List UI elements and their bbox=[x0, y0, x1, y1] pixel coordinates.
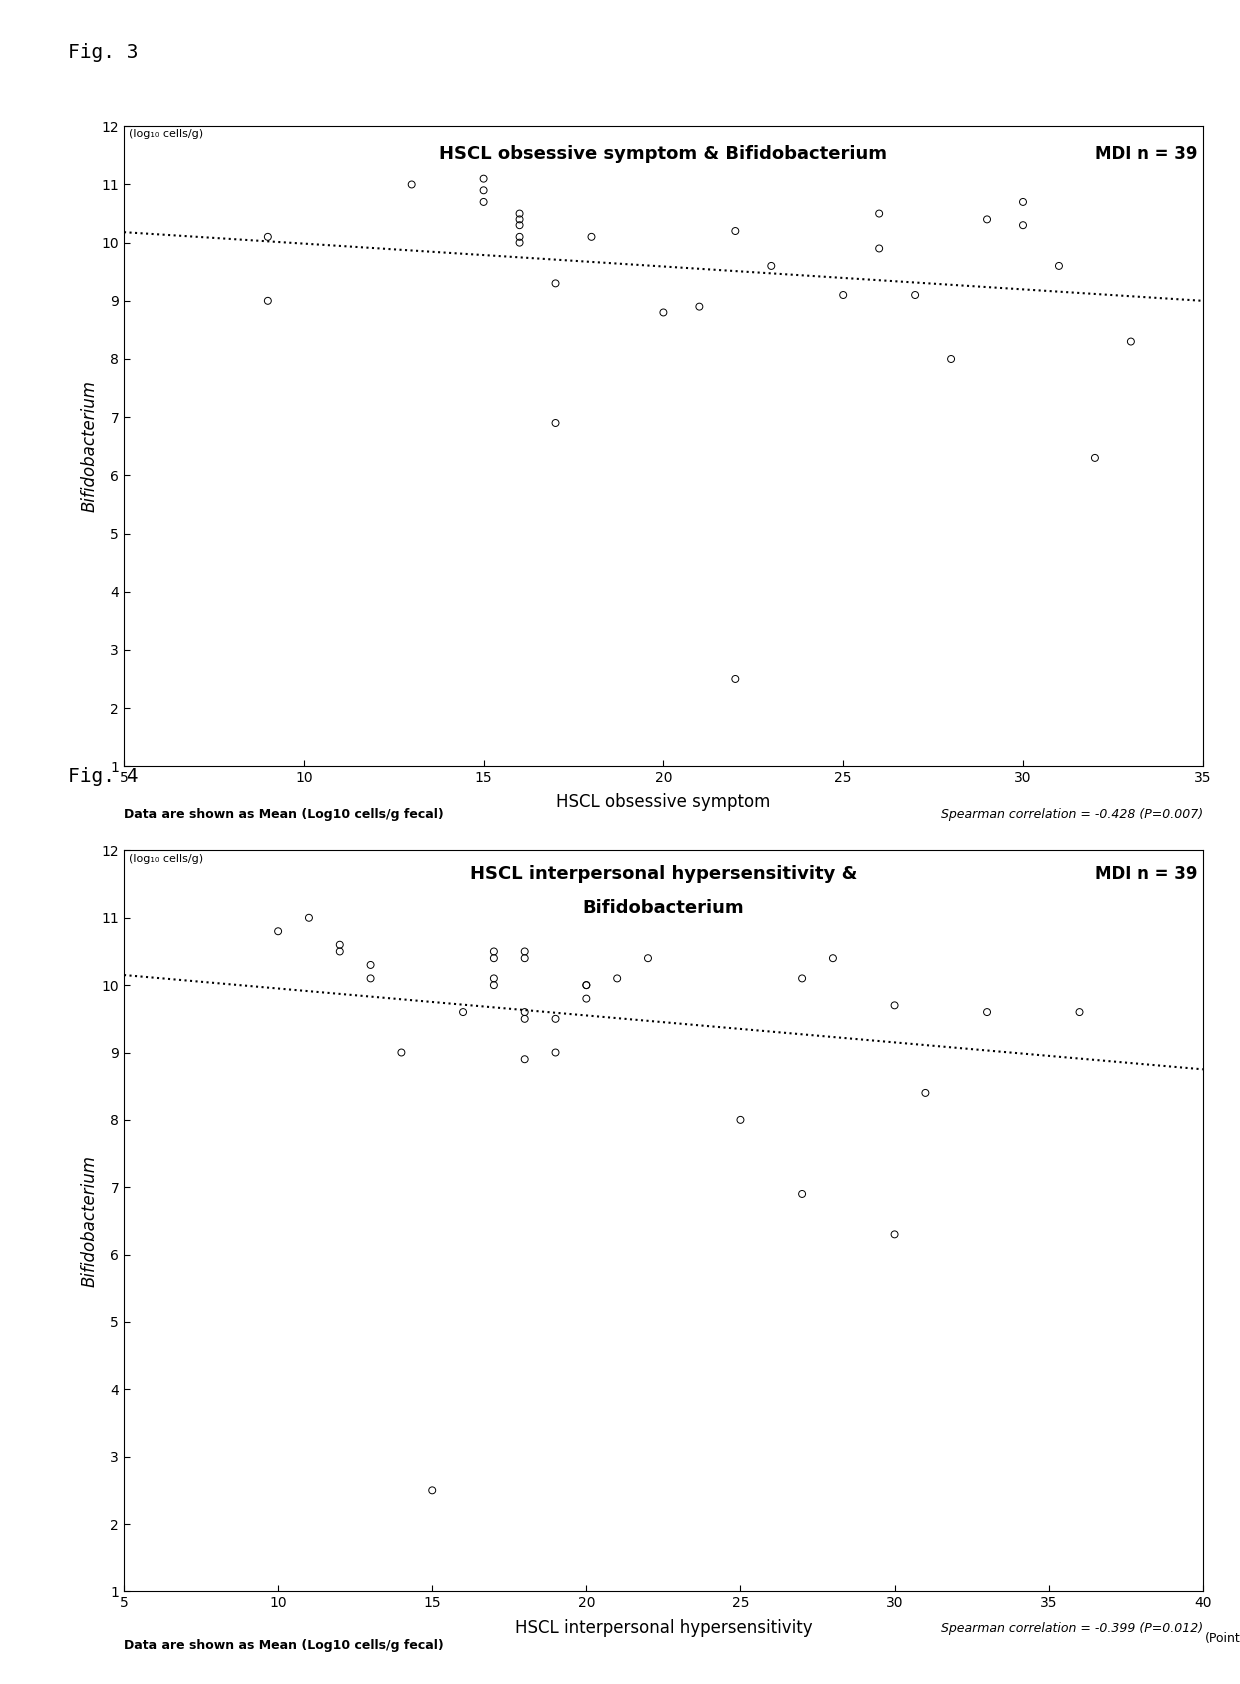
Text: (log₁₀ cells/g): (log₁₀ cells/g) bbox=[129, 130, 203, 140]
Point bbox=[792, 1180, 812, 1207]
Point bbox=[905, 281, 925, 308]
Point bbox=[474, 165, 494, 192]
Point bbox=[639, 945, 658, 972]
Text: Data are shown as Mean (Log10 cells/g fecal): Data are shown as Mean (Log10 cells/g fe… bbox=[124, 1639, 444, 1652]
Point bbox=[1013, 189, 1033, 216]
Text: HSCL interpersonal hypersensitivity &: HSCL interpersonal hypersensitivity & bbox=[470, 866, 857, 882]
Point bbox=[1121, 328, 1141, 355]
X-axis label: HSCL interpersonal hypersensitivity: HSCL interpersonal hypersensitivity bbox=[515, 1618, 812, 1637]
Point bbox=[577, 972, 596, 999]
Text: (log₁₀ cells/g): (log₁₀ cells/g) bbox=[129, 854, 203, 864]
Point bbox=[792, 965, 812, 992]
Text: Fig. 3: Fig. 3 bbox=[68, 44, 139, 62]
Point bbox=[977, 999, 997, 1026]
Point bbox=[546, 1039, 565, 1066]
Point bbox=[761, 253, 781, 280]
Point bbox=[484, 965, 503, 992]
Point bbox=[423, 1477, 443, 1504]
Point bbox=[915, 1079, 935, 1106]
Text: (Point): (Point) bbox=[1205, 1632, 1240, 1645]
Point bbox=[725, 217, 745, 244]
Point bbox=[484, 972, 503, 999]
Point bbox=[582, 224, 601, 251]
Point bbox=[515, 999, 534, 1026]
Point bbox=[392, 1039, 412, 1066]
Text: Fig. 4: Fig. 4 bbox=[68, 768, 139, 786]
Point bbox=[474, 177, 494, 204]
Text: Data are shown as Mean (Log10 cells/g fecal): Data are shown as Mean (Log10 cells/g fe… bbox=[124, 808, 444, 822]
Point bbox=[515, 1005, 534, 1032]
Point bbox=[402, 172, 422, 199]
Point bbox=[510, 229, 529, 256]
Point bbox=[577, 972, 596, 999]
Point bbox=[1085, 445, 1105, 472]
Point bbox=[330, 938, 350, 965]
Point bbox=[546, 1005, 565, 1032]
Point bbox=[884, 1221, 904, 1248]
Point bbox=[258, 224, 278, 251]
Point bbox=[515, 945, 534, 972]
Point bbox=[869, 236, 889, 263]
Point bbox=[884, 992, 904, 1019]
Text: MDI n = 39: MDI n = 39 bbox=[1095, 145, 1198, 163]
Point bbox=[546, 409, 565, 436]
Point bbox=[484, 938, 503, 965]
Point bbox=[510, 212, 529, 239]
Point bbox=[1049, 253, 1069, 280]
Point bbox=[361, 951, 381, 978]
Text: Spearman correlation = -0.399 (P=0.012): Spearman correlation = -0.399 (P=0.012) bbox=[941, 1622, 1203, 1635]
Point bbox=[1013, 212, 1033, 239]
Text: Bifidobacterium: Bifidobacterium bbox=[583, 899, 744, 916]
Point bbox=[869, 200, 889, 227]
Point bbox=[608, 965, 627, 992]
Text: HSCL obsessive symptom & Bifidobacterium: HSCL obsessive symptom & Bifidobacterium bbox=[439, 145, 888, 163]
Point bbox=[474, 189, 494, 216]
Point bbox=[510, 205, 529, 232]
Point bbox=[510, 200, 529, 227]
Point bbox=[725, 665, 745, 692]
Point bbox=[361, 965, 381, 992]
Point bbox=[453, 999, 472, 1026]
Point bbox=[730, 1106, 750, 1133]
Point bbox=[653, 300, 673, 327]
Point bbox=[299, 904, 319, 931]
Point bbox=[977, 205, 997, 232]
Point bbox=[484, 945, 503, 972]
Text: Spearman correlation = -0.428 (P=0.007): Spearman correlation = -0.428 (P=0.007) bbox=[941, 808, 1203, 822]
Point bbox=[546, 269, 565, 296]
Point bbox=[689, 293, 709, 320]
Point bbox=[510, 224, 529, 251]
Point bbox=[515, 1046, 534, 1073]
X-axis label: HSCL obsessive symptom: HSCL obsessive symptom bbox=[557, 793, 770, 812]
Point bbox=[833, 281, 853, 308]
Y-axis label: Bifidobacterium: Bifidobacterium bbox=[81, 381, 99, 512]
Point bbox=[258, 288, 278, 315]
Point bbox=[577, 985, 596, 1012]
Point bbox=[268, 918, 288, 945]
Point bbox=[823, 945, 843, 972]
Point bbox=[515, 938, 534, 965]
Point bbox=[330, 931, 350, 958]
Y-axis label: Bifidobacterium: Bifidobacterium bbox=[81, 1155, 99, 1287]
Text: MDI n = 39: MDI n = 39 bbox=[1095, 866, 1198, 882]
Point bbox=[941, 345, 961, 372]
Point bbox=[1070, 999, 1090, 1026]
